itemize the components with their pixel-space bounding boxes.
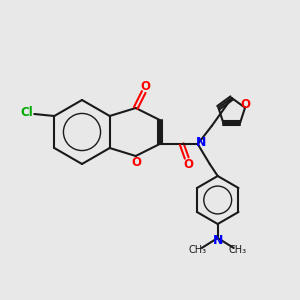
Text: O: O: [141, 80, 151, 94]
Text: O: O: [240, 98, 250, 111]
Text: Cl: Cl: [20, 106, 33, 119]
Text: O: O: [184, 158, 194, 170]
Text: N: N: [212, 233, 223, 247]
Text: N: N: [196, 136, 206, 149]
Text: O: O: [132, 157, 142, 169]
Text: CH₃: CH₃: [189, 245, 207, 255]
Text: CH₃: CH₃: [229, 245, 247, 255]
